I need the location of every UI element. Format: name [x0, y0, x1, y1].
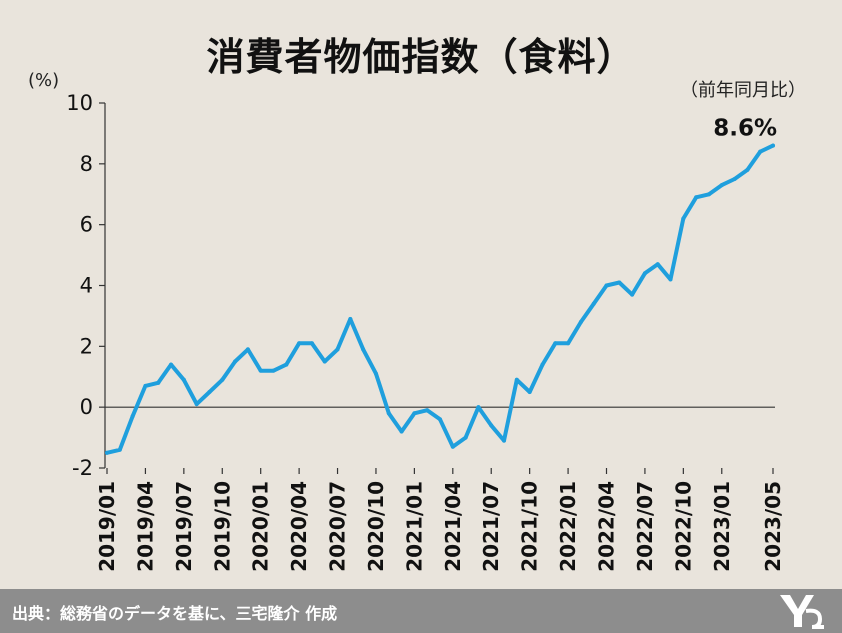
data-point [668, 277, 673, 282]
x-tick-label: 2021/01 [402, 481, 426, 572]
data-point [578, 320, 583, 324]
last-value-label: 8.6% [713, 116, 777, 142]
y-tick-label: 4 [80, 274, 93, 298]
data-point [258, 368, 263, 373]
data-point [245, 347, 250, 352]
data-point [604, 283, 609, 288]
data-point [630, 292, 635, 297]
data-point [463, 435, 468, 440]
chart-title: 消費者物価指数（食料） [206, 35, 636, 79]
data-point [771, 143, 775, 148]
data-point [156, 380, 161, 385]
data-point [143, 383, 148, 388]
data-point [681, 216, 686, 221]
data-point [284, 362, 289, 367]
data-point [373, 371, 378, 376]
x-tick-label: 2022/10 [671, 481, 695, 572]
data-point [438, 417, 442, 422]
data-point [450, 444, 455, 449]
x-tick-label: 2019/10 [210, 481, 234, 572]
source-text: 出典：総務省のデータを基に、三宅隆介 作成 [12, 604, 338, 623]
data-point [655, 262, 660, 267]
data-point [566, 341, 571, 346]
data-point [745, 167, 750, 172]
y-tick-label: 2 [80, 334, 93, 358]
data-point [348, 316, 353, 321]
data-point [361, 347, 366, 352]
x-tick-label: 2020/10 [364, 481, 388, 572]
data-point [540, 362, 545, 367]
data-point [207, 389, 212, 394]
x-tick-label: 2020/07 [326, 481, 350, 572]
data-point [271, 368, 276, 373]
data-point [297, 341, 302, 346]
x-tick-label: 2022/07 [633, 481, 657, 572]
y-tick-label: -2 [72, 456, 93, 480]
data-point [732, 177, 737, 182]
x-tick-label: 2021/04 [441, 481, 465, 572]
y-tick-label: 10 [66, 91, 93, 115]
x-tick-label: 2021/10 [518, 481, 542, 572]
y-axis-unit-label: (%) [28, 70, 60, 91]
data-point [553, 341, 558, 346]
data-point [591, 301, 596, 306]
x-tick-label: 2019/01 [95, 481, 119, 572]
data-point [527, 389, 532, 394]
data-point [322, 359, 327, 364]
data-point [335, 347, 340, 352]
data-point [309, 341, 314, 346]
x-tick-label: 2020/01 [249, 481, 273, 572]
logo-icon [780, 595, 824, 629]
data-point [233, 359, 238, 364]
data-point [412, 411, 417, 416]
x-tick-label: 2021/07 [479, 481, 503, 572]
data-point [489, 423, 494, 428]
chart-note: （前年同月比） [680, 80, 806, 101]
data-point [758, 149, 763, 154]
data-point [514, 377, 519, 382]
source-footer: 出典：総務省のデータを基に、三宅隆介 作成 [0, 589, 842, 633]
data-point [502, 438, 507, 443]
data-point [399, 429, 404, 434]
x-tick-label: 2020/04 [287, 481, 311, 572]
data-point [719, 183, 724, 188]
data-point [194, 402, 199, 407]
y-tick-label: 0 [80, 395, 93, 419]
data-point [130, 414, 135, 419]
data-point [105, 450, 109, 455]
data-point [181, 377, 186, 382]
data-point [642, 271, 647, 276]
x-tick-label: 2023/01 [710, 481, 734, 572]
data-point [706, 192, 711, 197]
data-point [117, 447, 122, 452]
x-tick-label: 2022/04 [595, 481, 619, 572]
data-point [694, 195, 699, 200]
x-tick-label: 2019/07 [172, 481, 196, 572]
data-point [169, 362, 174, 367]
x-tick-label: 2022/01 [556, 481, 580, 572]
y-tick-label: 8 [80, 152, 93, 176]
data-point [220, 377, 225, 382]
x-tick-label: 2023/05 [761, 481, 785, 572]
data-point [425, 408, 430, 413]
x-tick-label: 2019/04 [133, 481, 157, 572]
data-point [617, 280, 622, 285]
y-tick-label: 6 [80, 213, 93, 237]
data-point [386, 411, 391, 416]
data-point [476, 405, 481, 410]
